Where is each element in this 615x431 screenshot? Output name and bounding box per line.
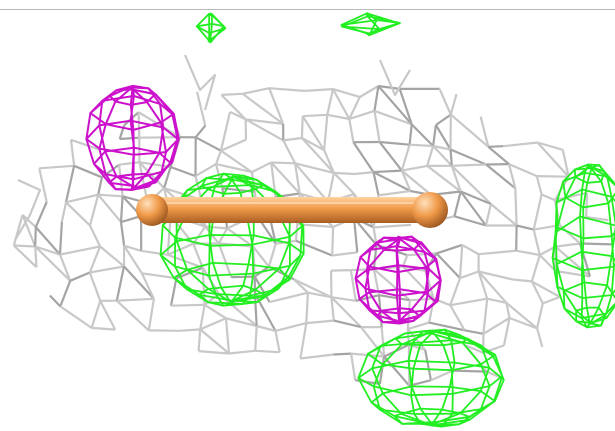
orange-ball-and-stick-ligand: [136, 192, 448, 228]
ligand-atom-right: [412, 192, 448, 228]
top-border-line: [0, 9, 615, 10]
magenta-negative-density-blobs: [85, 84, 442, 325]
ligand-atom-left: [136, 194, 168, 226]
ligand-bond-stick: [148, 197, 434, 223]
